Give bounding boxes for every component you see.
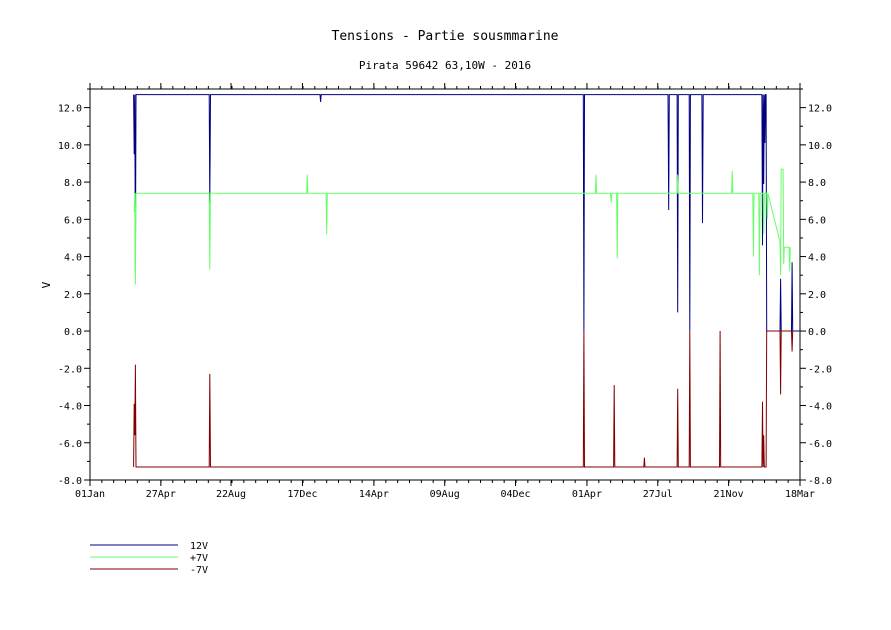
y-tick-label-right: 4.0 bbox=[808, 253, 826, 264]
y-tick-label-right: -8.0 bbox=[808, 476, 832, 487]
y-tick-label-left: -8.0 bbox=[58, 476, 82, 487]
y-tick-label-right: 0.0 bbox=[808, 327, 826, 338]
x-tick-label: 21Nov bbox=[714, 489, 744, 500]
y-tick-label-left: 2.0 bbox=[64, 290, 82, 301]
series-line-12v bbox=[133, 94, 800, 332]
plot-frame bbox=[89, 88, 801, 481]
x-tick-label: 27Jul bbox=[643, 489, 673, 500]
y-tick-label-left: 0.0 bbox=[64, 327, 82, 338]
y-tick-label-right: 12.0 bbox=[808, 104, 832, 115]
series-layer bbox=[133, 94, 800, 468]
y-tick-label-left: 8.0 bbox=[64, 178, 82, 189]
y-tick-label-left: 4.0 bbox=[64, 253, 82, 264]
x-tick-label: 09Aug bbox=[430, 489, 460, 500]
y-axis-label: V bbox=[40, 281, 53, 288]
y-tick-label-right: 10.0 bbox=[808, 141, 832, 152]
y-tick-label-left: 6.0 bbox=[64, 215, 82, 226]
y-tick-label-right: 2.0 bbox=[808, 290, 826, 301]
x-tick-label: 18Mar bbox=[785, 489, 815, 500]
y-tick-label-left: -6.0 bbox=[58, 439, 82, 450]
x-tick-label: 17Dec bbox=[287, 489, 317, 500]
axis-layer: -8.0 -8.0 -6.0 -6.0 -4.0 -4.0 -2.0 -2.0 0.0 0.0 2.… bbox=[58, 83, 832, 500]
x-tick-label: 01Apr bbox=[572, 489, 602, 500]
x-tick-label: 04Dec bbox=[500, 489, 530, 500]
y-tick-label-right: -2.0 bbox=[808, 364, 832, 375]
x-tick-label: 22Aug bbox=[216, 489, 246, 500]
legend-label-7v: -7V bbox=[190, 565, 208, 576]
chart-subtitle: Pirata 59642 63,10W - 2016 bbox=[359, 59, 531, 72]
y-tick-label-right: -6.0 bbox=[808, 439, 832, 450]
y-tick-label-left: 10.0 bbox=[58, 141, 82, 152]
x-tick-label: 14Apr bbox=[359, 489, 389, 500]
y-tick-label-left: -2.0 bbox=[58, 364, 82, 375]
y-tick-label-left: -4.0 bbox=[58, 402, 82, 413]
legend-label-7v: +7V bbox=[190, 553, 208, 564]
y-tick-label-left: 12.0 bbox=[58, 104, 82, 115]
legend: 12V+7V-7V bbox=[90, 541, 208, 576]
series-line-7v bbox=[133, 168, 791, 285]
y-tick-label-right: 6.0 bbox=[808, 215, 826, 226]
y-tick-label-right: -4.0 bbox=[808, 402, 832, 413]
legend-label-12v: 12V bbox=[190, 541, 208, 552]
chart-title: Tensions - Partie sousmmarine bbox=[332, 29, 559, 44]
series-line-7v bbox=[133, 330, 794, 468]
y-tick-label-right: 8.0 bbox=[808, 178, 826, 189]
x-tick-label: 27Apr bbox=[146, 489, 176, 500]
x-tick-label: 01Jan bbox=[75, 489, 105, 500]
